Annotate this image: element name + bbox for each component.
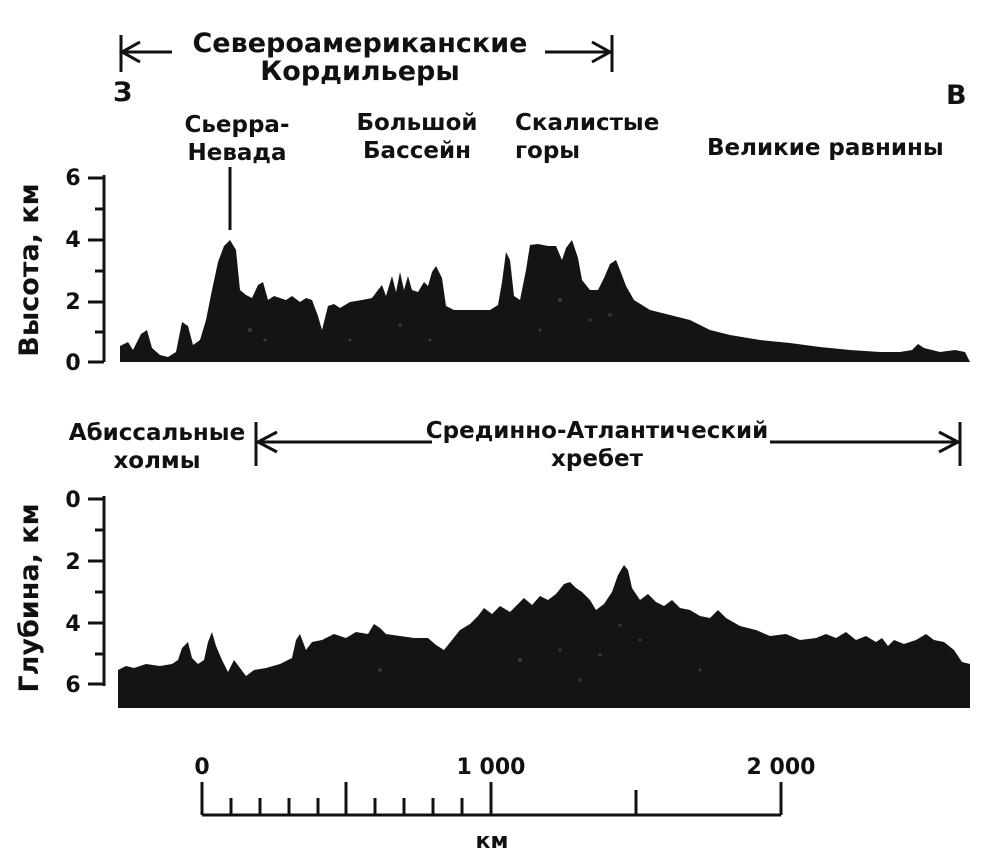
elevation-texture bbox=[248, 298, 612, 342]
depth-tick-0: 0 bbox=[65, 488, 80, 513]
scale-unit: км bbox=[476, 829, 509, 854]
depth-texture bbox=[378, 623, 702, 682]
ridge-extent bbox=[254, 422, 962, 466]
basin-label-line1: Большой bbox=[356, 110, 477, 136]
east-marker: В bbox=[946, 80, 967, 111]
scale-tick-0: 0 bbox=[194, 755, 209, 780]
scale-tick-1000: 1 000 bbox=[457, 755, 526, 780]
depth-axis: 0 2 4 6 bbox=[65, 488, 106, 698]
depth-tick-2: 2 bbox=[65, 550, 80, 575]
ridge-label-line1: Срединно-Атлантический bbox=[426, 418, 768, 444]
ocean-floor-profile bbox=[118, 565, 970, 708]
cordillera-extent: Североамериканские Кордильеры bbox=[118, 28, 614, 87]
basin-label-line2: Бассейн bbox=[363, 138, 471, 164]
elev-tick-2: 2 bbox=[65, 290, 80, 315]
rocky-label-line1: Скалистые bbox=[515, 110, 659, 136]
scale-tick-2000: 2 000 bbox=[747, 755, 816, 780]
elev-tick-0: 0 bbox=[65, 351, 80, 376]
sierra-label-line2: Невада bbox=[187, 140, 286, 166]
abyssal-label-line1: Абиссальные bbox=[69, 420, 245, 446]
depth-tick-6: 6 bbox=[65, 673, 80, 698]
depth-tick-4: 4 bbox=[65, 612, 80, 637]
extent-left-arrowhead bbox=[118, 40, 141, 64]
depth-axis-label: Глубина, км bbox=[14, 503, 45, 692]
elevation-axis-label: Высота, км bbox=[14, 183, 45, 356]
range-name-line2: Кордильеры bbox=[260, 56, 460, 87]
elev-tick-6: 6 bbox=[65, 166, 80, 191]
west-marker: З bbox=[113, 77, 132, 108]
continental-elevation-profile bbox=[120, 240, 970, 362]
rocky-label-line2: горы bbox=[515, 138, 580, 164]
elev-tick-4: 4 bbox=[65, 228, 80, 253]
ridge-label-line2: хребет bbox=[551, 446, 644, 472]
abyssal-label-line2: холмы bbox=[113, 448, 200, 474]
elevation-axis: 6 4 2 0 bbox=[65, 166, 106, 376]
sierra-label-line1: Сьерра- bbox=[184, 112, 289, 138]
plains-label: Великие равнины bbox=[707, 135, 944, 161]
scale-bar bbox=[200, 782, 783, 817]
range-name-line1: Североамериканские bbox=[192, 28, 527, 59]
extent-right-arrowhead bbox=[591, 40, 614, 64]
